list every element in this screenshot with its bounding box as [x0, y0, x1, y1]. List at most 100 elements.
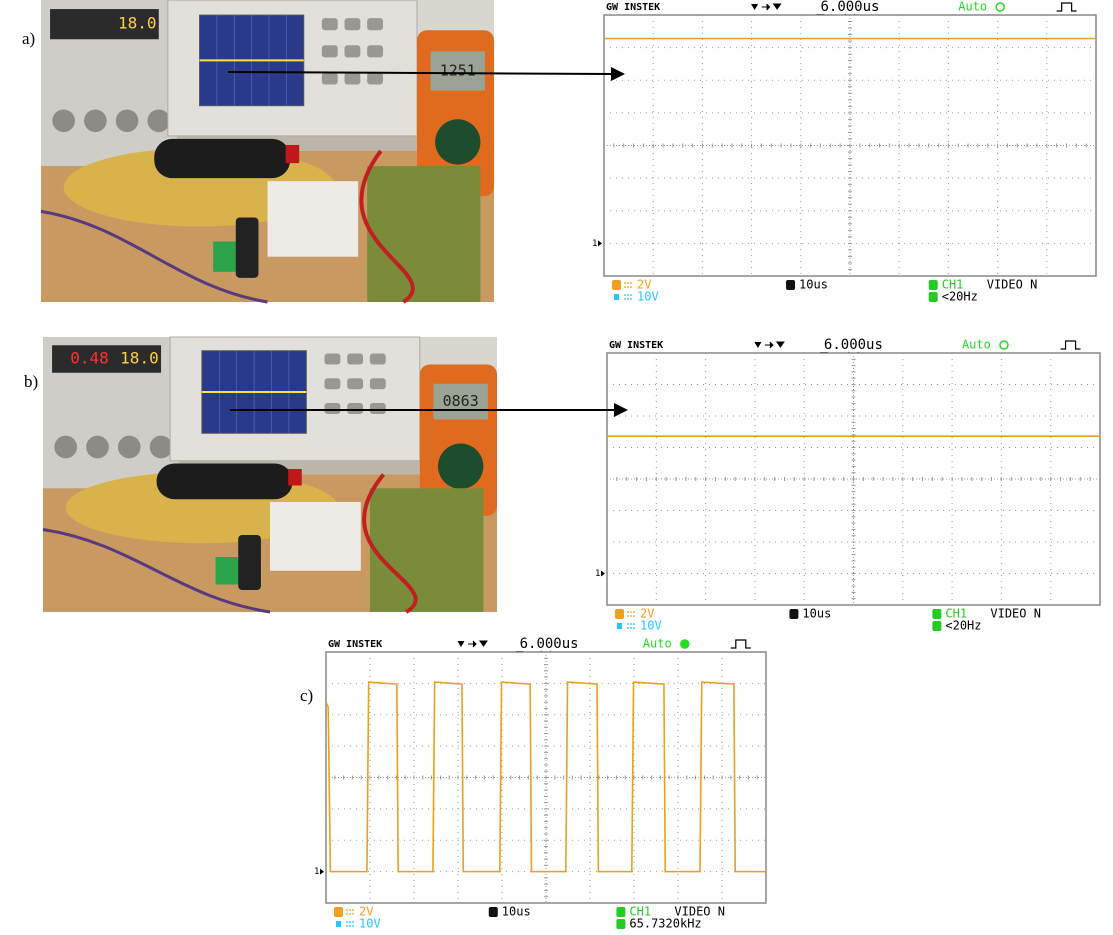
probe [154, 139, 290, 178]
switch [286, 145, 300, 163]
trigger-icon [616, 907, 625, 917]
position-icon [755, 342, 784, 348]
ch1-icon [334, 907, 343, 917]
readout-icon [932, 621, 941, 631]
scope-button [347, 378, 363, 389]
scope-button [367, 45, 383, 57]
knob [147, 109, 170, 132]
dc-coupling [627, 624, 636, 628]
brand: GW INSTEK [609, 340, 663, 351]
figure: a)18.01251GW INSTEK6.000usAuto12V10V10us… [0, 0, 1113, 935]
photo: 18.0 1251 [41, 0, 494, 302]
trigger-slope [1057, 3, 1077, 11]
readout-icon [616, 919, 625, 929]
ch2-scale: 10V [637, 290, 659, 304]
transformer [268, 181, 359, 257]
ch2-scale: 10V [640, 619, 662, 633]
trigger-slope [731, 640, 751, 648]
knob [150, 436, 173, 459]
position-icon [752, 4, 781, 10]
scope-button [345, 45, 361, 57]
readout-icon [929, 292, 938, 302]
scope-button [347, 403, 363, 414]
ground-marker: 1 [314, 867, 319, 877]
knob [84, 109, 107, 132]
ground-marker: 1 [595, 569, 600, 579]
horizontal-position: 6.000us [824, 337, 883, 353]
horizontal-position: 6.000us [820, 0, 879, 15]
scope-button [370, 354, 386, 365]
dc-coupling [624, 295, 633, 299]
meter-reading: 0863 [443, 392, 479, 410]
timebase-icon [789, 609, 798, 619]
timebase: 10us [502, 905, 531, 919]
trigger-status [681, 640, 689, 648]
scope-button [322, 45, 338, 57]
trigger-status [996, 3, 1004, 11]
trigger-type: VIDEO N [990, 607, 1041, 621]
ch2-icon [614, 294, 619, 300]
scope-button [345, 72, 361, 84]
dc-coupling [624, 283, 633, 287]
page: a)18.01251GW INSTEK6.000usAuto12V10V10us… [0, 0, 1113, 935]
ch1-icon [612, 280, 621, 290]
pcb [367, 166, 480, 302]
horizontal-position: 6.000us [520, 636, 579, 652]
scope-button [345, 18, 361, 30]
brand: GW INSTEK [328, 639, 382, 650]
photo: 0.48 18.0 0863 [43, 337, 497, 612]
position-icon [458, 641, 487, 647]
scope-button [324, 403, 340, 414]
readout: <20Hz [945, 619, 981, 633]
knob [86, 436, 109, 459]
trigger-icon [929, 280, 938, 290]
meter-dial [438, 444, 483, 489]
trigger-mode: Auto [958, 0, 987, 14]
meter-reading: 1251 [440, 61, 476, 79]
capacitor [238, 535, 261, 590]
scope-button [367, 18, 383, 30]
scope-button [370, 403, 386, 414]
ground-arrow [598, 240, 602, 246]
timebase: 10us [799, 278, 828, 292]
switch [288, 469, 302, 486]
meter-dial [435, 119, 480, 164]
scope-button [324, 378, 340, 389]
trigger-mode: Auto [643, 637, 672, 651]
trigger-icon [932, 609, 941, 619]
readout: 65.7320kHz [629, 917, 701, 931]
knob [118, 436, 141, 459]
ground-arrow [320, 869, 324, 875]
timebase: 10us [802, 607, 831, 621]
ch2-scale: 10V [359, 917, 381, 931]
transformer [270, 502, 361, 571]
timebase-icon [786, 280, 795, 290]
ground-marker: 1 [592, 239, 597, 249]
supply-voltage: 18.0 [118, 14, 157, 33]
pcb [370, 488, 484, 612]
timebase-icon [489, 907, 498, 917]
ch2-icon [617, 623, 622, 629]
scope-button [322, 18, 338, 30]
capacitor [236, 217, 259, 277]
readout: <20Hz [942, 290, 978, 304]
panel-label: c) [300, 686, 313, 705]
supply-current: 0.48 [70, 349, 109, 368]
brand: GW INSTEK [606, 2, 660, 13]
ch2-icon [336, 921, 341, 927]
trigger-status [1000, 341, 1008, 349]
dc-coupling [346, 910, 355, 914]
supply-voltage: 18.0 [120, 349, 159, 368]
probe [157, 464, 293, 500]
trigger-type: VIDEO N [987, 278, 1038, 292]
knob [116, 109, 139, 132]
scope-button [347, 354, 363, 365]
panel-label: b) [24, 372, 38, 391]
ground-arrow [601, 571, 605, 577]
dc-coupling [627, 612, 636, 616]
scope-button [322, 72, 338, 84]
trigger-mode: Auto [962, 338, 991, 352]
knob [52, 109, 75, 132]
